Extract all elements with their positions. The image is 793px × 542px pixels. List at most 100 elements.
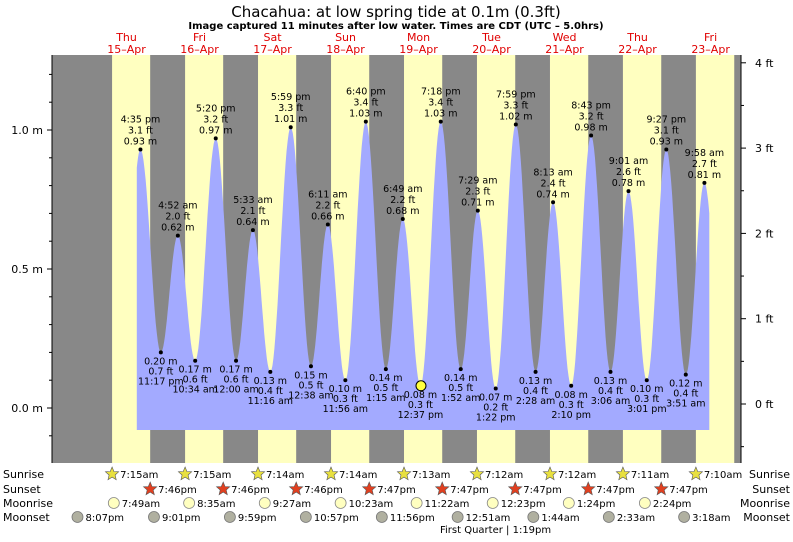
low-tide-label: 0.5 ft [373, 383, 398, 394]
axes: 0.0 m 0.5 m 1.0 m 0 ft 1 ft 2 ft 3 ft 4 ft [11, 55, 774, 463]
day-date: 20–Apr [472, 43, 511, 56]
sunset-time: 7:46pm [231, 485, 270, 496]
chart-subtitle: Image captured 11 minutes after low wate… [188, 21, 603, 32]
high-tide-label: 5:33 am [233, 195, 272, 206]
high-tide-label: 2.2 ft [315, 201, 340, 212]
high-tide-point [438, 119, 443, 124]
high-tide-label: 4:35 pm [121, 114, 161, 125]
day-date: 21–Apr [545, 43, 584, 56]
moon-phase-label: First Quarter | 1:19pm [440, 525, 551, 536]
moonrise-time: 9:27am [273, 499, 311, 510]
sunrise-icon [469, 466, 485, 481]
high-tide-point [138, 147, 143, 152]
high-tide-point [288, 125, 293, 130]
sunset-time: 7:47pm [523, 485, 562, 496]
low-tide-label: 0.08 m [554, 390, 587, 401]
moonrise-icon [107, 497, 120, 509]
high-tide-label: 0.74 m [536, 189, 569, 200]
moonrise-icon [258, 497, 271, 509]
sunset-icon [142, 481, 158, 496]
low-tide-label: 3:06 am [591, 396, 630, 407]
low-tide-label: 0.13 m [254, 376, 287, 387]
low-tide-label: 0.13 m [594, 376, 627, 387]
high-tide-label: 2.7 ft [692, 159, 717, 170]
moonrise-row-label: Moonrise [3, 497, 53, 510]
low-tide-label: 0.14 m [444, 373, 477, 384]
low-tide-label: 0.4 ft [258, 386, 283, 397]
sunrise-row-label: Sunrise [3, 468, 44, 481]
low-tide-point [193, 358, 198, 363]
day-name: Fri [704, 31, 717, 44]
low-tide-label: 0.2 ft [483, 403, 508, 414]
low-tide-label: 1:15 am [366, 393, 405, 404]
low-tide-label: 0.13 m [519, 376, 552, 387]
sunrise-row-label-right: Sunrise [749, 468, 790, 481]
sunrise-time: 7:15am [120, 470, 158, 481]
high-tide-label: 2.1 ft [240, 206, 265, 217]
low-tide-point [569, 383, 574, 388]
moonrise-row-label-right: Moonrise [740, 497, 790, 510]
low-tide-label: 0.08 m [404, 390, 437, 401]
day-date: 17–Apr [253, 43, 292, 56]
sunset-time: 7:46pm [158, 485, 197, 496]
sunrise-time: 7:14am [266, 470, 304, 481]
moonset-time: 1:44am [541, 513, 579, 524]
moonrise-time: 1:24pm [577, 499, 616, 510]
sunrise-icon [323, 466, 339, 481]
low-tide-label: 0.4 ft [598, 386, 623, 397]
high-tide-label: 7:29 am [458, 176, 497, 187]
high-tide-label: 3.2 ft [203, 114, 228, 125]
high-tide-label: 0.97 m [199, 125, 232, 136]
low-tide-label: 0.12 m [669, 379, 702, 390]
low-tide-point [308, 364, 313, 369]
high-tide-label: 3.3 ft [503, 100, 528, 111]
high-tide-point [626, 189, 631, 194]
sunrise-time: 7:13am [412, 470, 450, 481]
day-name: Wed [553, 31, 577, 44]
moonset-icon [223, 511, 236, 523]
high-tide-point [475, 208, 480, 213]
moonset-icon [375, 511, 388, 523]
high-tide-label: 3.3 ft [278, 103, 303, 114]
left-tick-label: 0.5 m [11, 263, 43, 276]
high-tide-label: 0.78 m [612, 178, 645, 189]
low-tide-label: 1:52 am [441, 393, 480, 404]
low-tide-label: 0.6 ft [183, 375, 208, 386]
high-tide-point [400, 216, 405, 221]
high-tide-label: 2.6 ft [616, 167, 641, 178]
high-tide-label: 2.0 ft [165, 212, 190, 223]
high-tide-label: 1.02 m [499, 111, 532, 122]
sunrise-time: 7:15am [193, 470, 231, 481]
moonset-icon [678, 511, 691, 523]
sunset-icon [507, 481, 523, 496]
low-tide-label: 0.5 ft [298, 380, 323, 391]
sunset-time: 7:47pm [596, 485, 635, 496]
high-tide-label: 0.68 m [386, 206, 419, 217]
high-tide-label: 1.01 m [274, 114, 307, 125]
day-name: Fri [193, 31, 206, 44]
sunrise-time: 7:10am [704, 470, 742, 481]
moonset-icon [451, 511, 464, 523]
high-tide-point [175, 233, 180, 238]
right-tick-label: 3 ft [755, 142, 774, 155]
moonset-icon [148, 511, 160, 523]
day-headers: Thu15–AprFri16–AprSat17–AprSun18–AprMon1… [107, 31, 730, 56]
high-tide-label: 0.62 m [161, 223, 194, 234]
sunset-time: 7:47pm [450, 485, 489, 496]
high-tide-point [702, 180, 707, 185]
low-tide-label: 0.4 ft [673, 389, 698, 400]
moonset-time: 10:57pm [314, 513, 359, 524]
sunrise-time: 7:12am [485, 470, 523, 481]
high-tide-label: 0.81 m [688, 170, 721, 181]
day-name: Thu [115, 31, 137, 44]
low-tide-label: 12:00 am [213, 385, 258, 396]
low-tide-label: 3:51 am [666, 399, 705, 410]
moonset-time: 9:01pm [162, 513, 201, 524]
sunset-time: 7:46pm [304, 485, 343, 496]
low-tide-label: 0.20 m [144, 356, 177, 367]
moonrise-time: 10:23am [349, 499, 394, 510]
moonset-time: 12:51am [466, 513, 511, 524]
day-name: Sat [264, 31, 283, 44]
low-tide-point [158, 350, 163, 355]
